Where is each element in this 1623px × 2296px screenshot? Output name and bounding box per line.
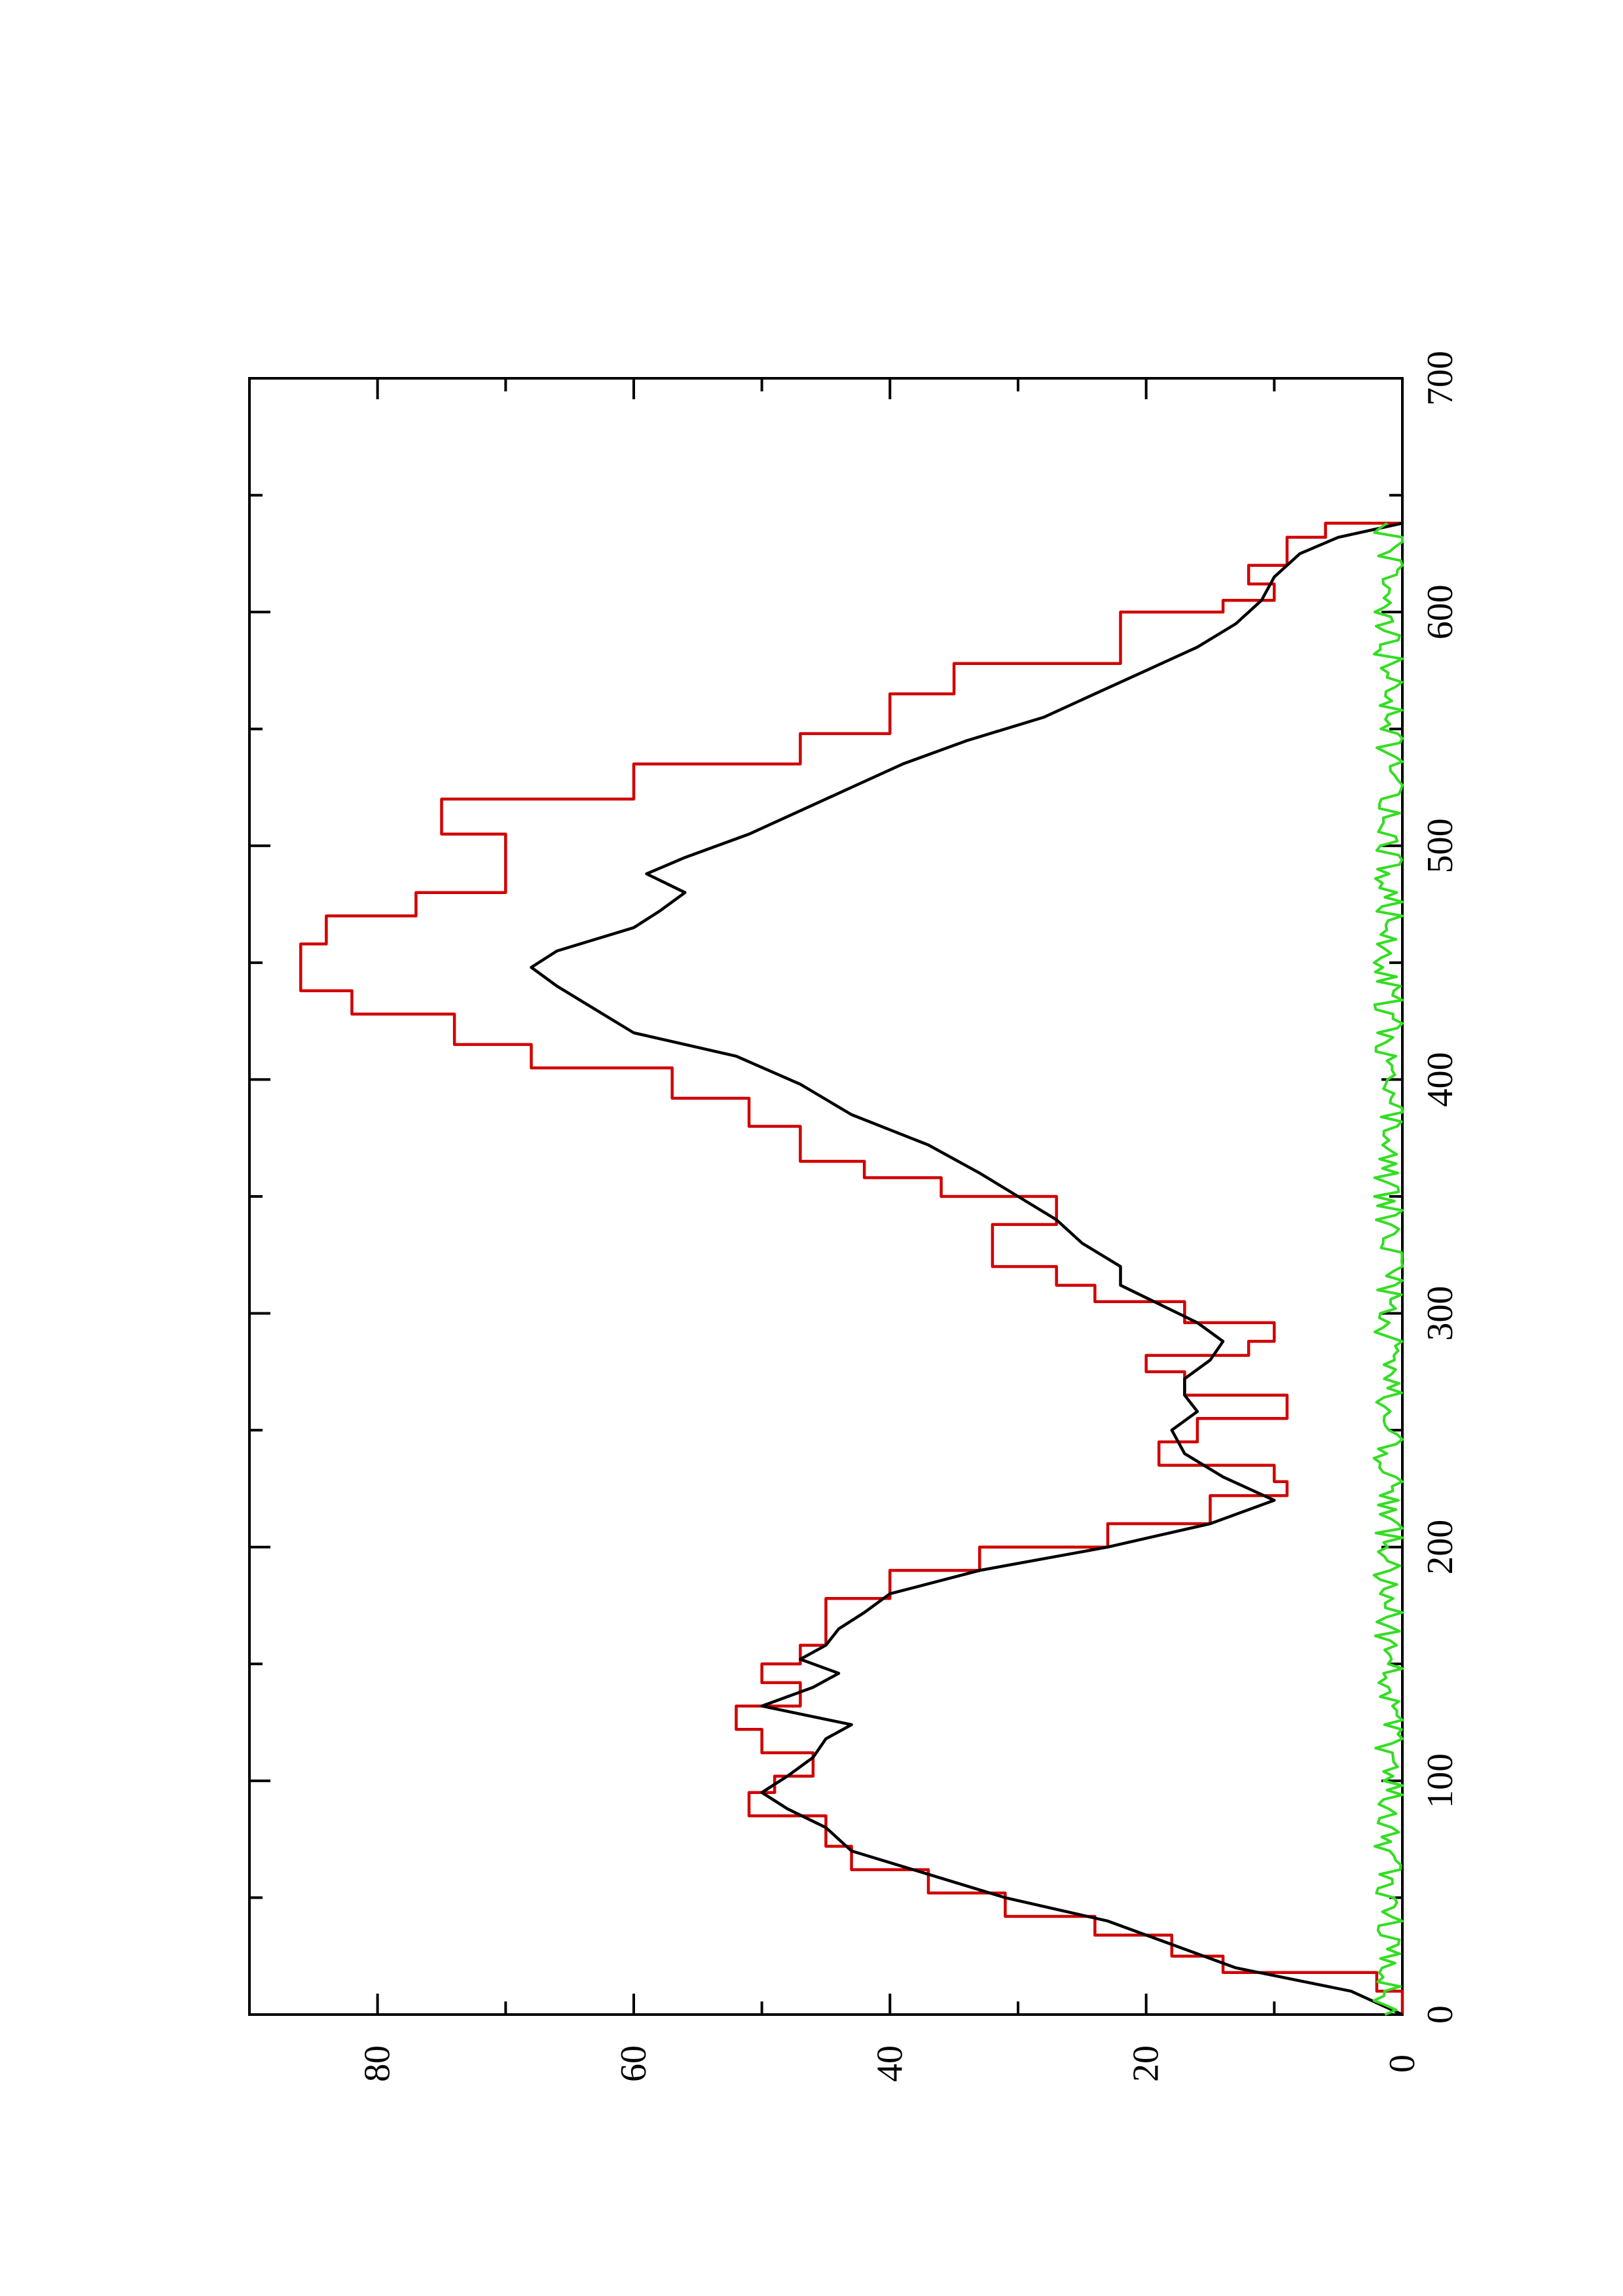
x-tick-label: 100 <box>1420 1753 1461 1808</box>
x-tick-label: 700 <box>1420 351 1461 406</box>
y-tick-label: 80 <box>357 2045 398 2082</box>
y-tick-label: 40 <box>869 2045 910 2082</box>
y-tick-label: 60 <box>613 2045 654 2082</box>
series-line-2 <box>530 522 1403 2017</box>
y-tick-label: 20 <box>1126 2045 1167 2082</box>
y-tick-label: 0 <box>1382 2054 1423 2073</box>
axis-tick-labels: 0 100 200 300 400 500 600 700 0 20 40 60 80 <box>357 351 1461 2082</box>
series-line-3 <box>1372 522 1404 2016</box>
x-tick-label: 0 <box>1420 2005 1461 2024</box>
plot-frame <box>248 377 1404 2016</box>
series-line-1 <box>299 522 1404 2015</box>
x-tick-label: 500 <box>1420 818 1461 873</box>
axis-ticks <box>248 377 1404 2016</box>
x-tick-label: 200 <box>1420 1520 1461 1575</box>
data-series <box>299 522 1404 2017</box>
x-tick-label: 300 <box>1420 1286 1461 1341</box>
x-tick-label: 600 <box>1420 584 1461 639</box>
x-tick-label: 400 <box>1420 1052 1461 1107</box>
